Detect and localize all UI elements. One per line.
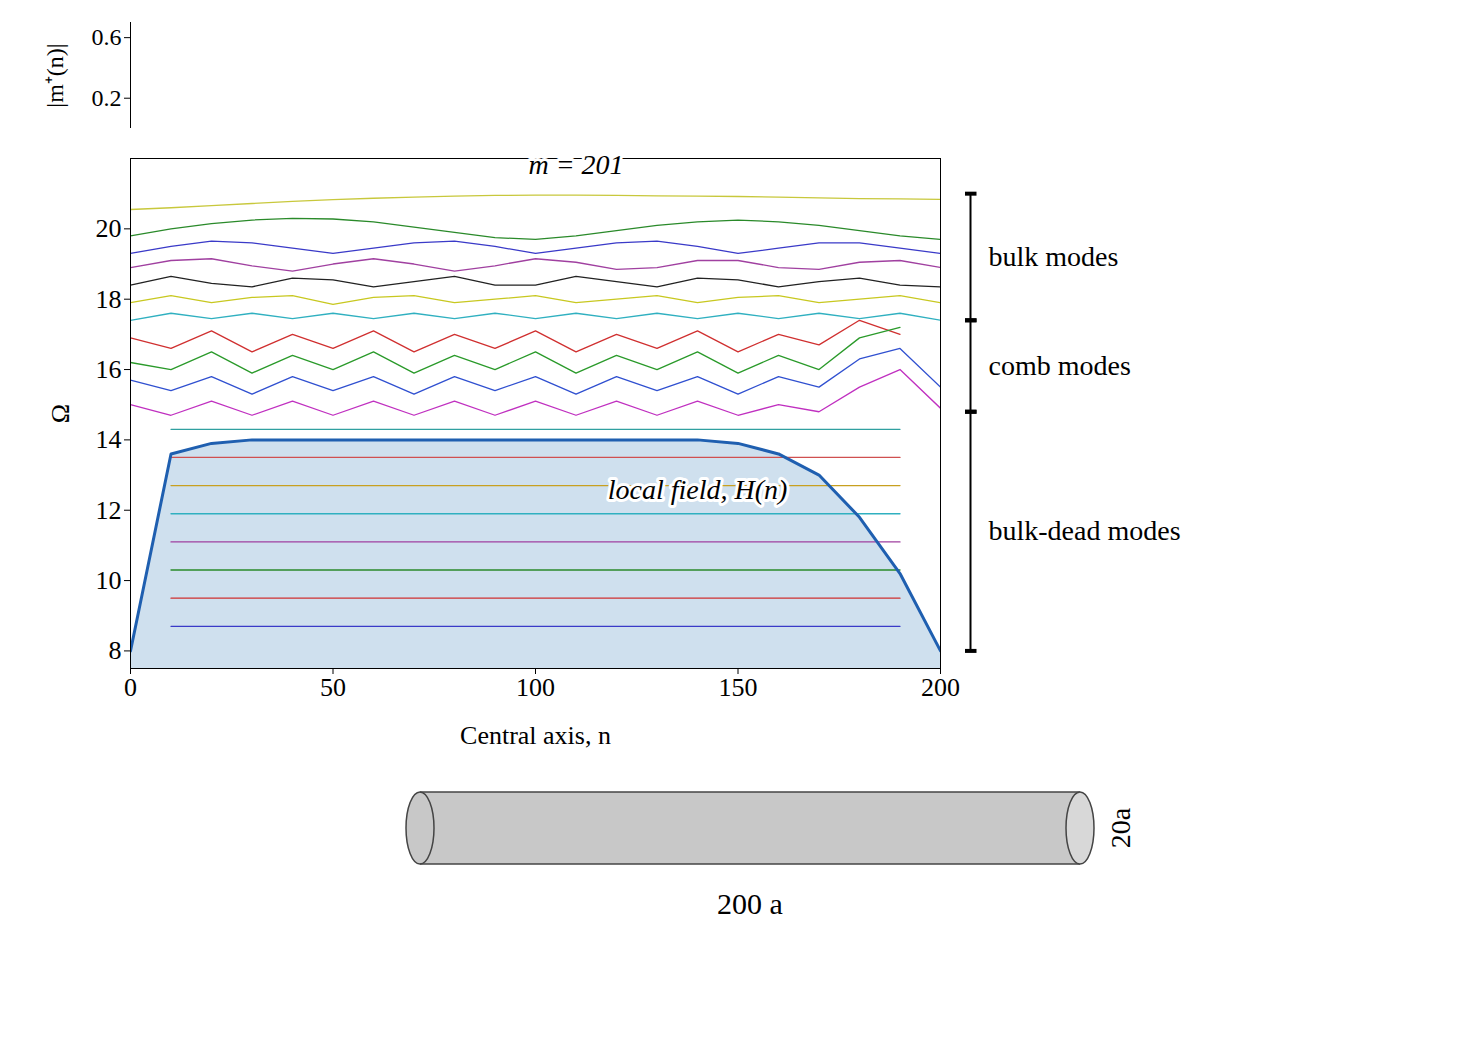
svg-text:200: 200: [921, 673, 960, 702]
svg-text:8: 8: [109, 636, 122, 665]
svg-text:18: 18: [96, 285, 122, 314]
svg-text:local field, H(n): local field, H(n): [608, 474, 788, 505]
svg-text:150: 150: [719, 673, 758, 702]
svg-text:20: 20: [96, 214, 122, 243]
svg-text:200 a: 200 a: [717, 887, 783, 920]
svg-text:14: 14: [96, 425, 122, 454]
svg-text:16: 16: [96, 355, 122, 384]
svg-text:0: 0: [124, 673, 137, 702]
svg-text:100: 100: [516, 673, 555, 702]
svg-text:m = 201: m = 201: [528, 149, 623, 180]
svg-text:50: 50: [320, 673, 346, 702]
svg-text:12: 12: [96, 496, 122, 525]
svg-text:Central axis, n: Central axis, n: [460, 721, 611, 750]
svg-text:20a: 20a: [1105, 807, 1136, 848]
svg-text:bulk-dead modes: bulk-dead modes: [989, 515, 1181, 546]
svg-text:bulk modes: bulk modes: [989, 241, 1119, 272]
svg-text:0.6: 0.6: [92, 24, 122, 50]
svg-text:comb modes: comb modes: [989, 350, 1131, 381]
svg-text:0.2: 0.2: [92, 85, 122, 111]
svg-text:10: 10: [96, 566, 122, 595]
svg-text:|m⁺(n)|: |m⁺(n)|: [42, 43, 68, 107]
svg-text:Ω: Ω: [46, 404, 75, 423]
